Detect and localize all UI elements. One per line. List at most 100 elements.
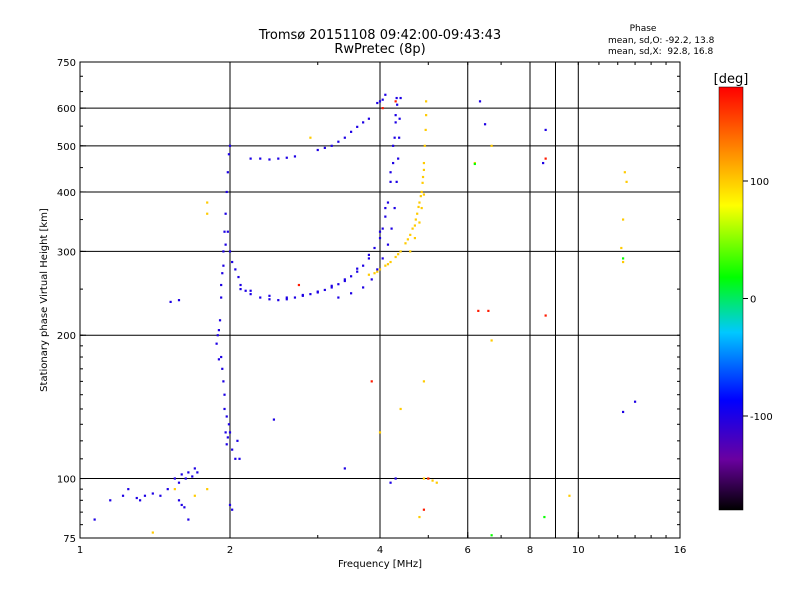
y-tick-label: 300 (57, 247, 76, 258)
echo-point (413, 224, 416, 227)
echo-point (417, 205, 420, 209)
echo-point (395, 96, 398, 100)
echo-point (418, 201, 421, 204)
echo-point (223, 230, 226, 233)
echo-point (414, 218, 417, 221)
echo-point (543, 515, 546, 519)
phase-heading: Phase (630, 24, 657, 34)
echo-point (220, 296, 223, 299)
echo-point (121, 494, 125, 497)
echo-point (206, 488, 209, 491)
x-axis-ticks: 1 2 4 6 8 10 16 (77, 62, 686, 556)
echo-point (544, 128, 547, 132)
echo-point (236, 439, 239, 442)
echo-point (483, 123, 487, 126)
echo-point (422, 380, 426, 383)
colorbar-tick-label: -100 (750, 412, 773, 423)
x-tick-label: 2 (227, 545, 233, 556)
y-tick-label: 75 (63, 534, 76, 545)
echo-point (166, 488, 169, 491)
echo-point (193, 467, 196, 470)
echo-point (268, 158, 271, 161)
echo-point (381, 107, 384, 110)
x-tick-label: 6 (465, 545, 471, 556)
echo-point (393, 206, 396, 210)
echo-point (621, 260, 625, 264)
echo-point (404, 242, 407, 245)
echo-point (237, 275, 240, 279)
echo-point (206, 201, 209, 204)
echo-point (196, 471, 199, 474)
echo-point (221, 272, 224, 275)
echo-point (392, 161, 395, 165)
echo-point (239, 283, 242, 287)
echo-point (392, 144, 395, 147)
echo-point (259, 157, 262, 160)
echo-point (376, 270, 379, 273)
x-tick-label: 1 (77, 545, 83, 556)
echo-point (381, 227, 384, 230)
echo-point (220, 355, 223, 359)
echo-point (187, 471, 190, 474)
echo-point (277, 157, 280, 160)
echo-point (337, 283, 340, 286)
echo-point (384, 206, 387, 210)
echo-point (621, 257, 625, 260)
echo-point (362, 264, 365, 267)
echo-point (183, 506, 186, 509)
echo-point (384, 93, 387, 96)
echo-point (386, 201, 390, 204)
echo-point (424, 128, 427, 132)
echo-point (623, 171, 626, 174)
echo-point (398, 136, 401, 139)
echo-point (427, 477, 430, 480)
echo-point (473, 162, 476, 166)
echo-point (330, 286, 333, 289)
echo-point (542, 161, 545, 165)
echo-point (206, 212, 209, 215)
colorbar-ticks: 100 0 -100 (743, 177, 773, 423)
y-tick-label: 600 (57, 104, 76, 115)
echo-point (490, 534, 493, 537)
y-tick-label: 750 (57, 58, 76, 69)
echo-point (478, 100, 482, 103)
echo-point (330, 144, 333, 147)
chart-title: Tromsø 20151108 09:42:00-09:43:43 (258, 28, 501, 43)
echo-point (173, 477, 176, 480)
echo-point (367, 257, 370, 260)
echo-point (159, 494, 162, 497)
echo-point (394, 121, 397, 124)
echo-point (225, 190, 228, 194)
echo-point (394, 255, 397, 259)
echo-point (228, 431, 232, 434)
echo-point (487, 309, 490, 312)
echo-point (398, 117, 401, 120)
echo-point (217, 358, 220, 361)
echo-point (620, 246, 623, 250)
echo-point (224, 431, 227, 434)
echo-point (394, 477, 397, 480)
echo-point (215, 342, 218, 345)
echo-point (177, 499, 181, 502)
echo-point (268, 298, 271, 301)
echo-point (135, 496, 138, 500)
echo-point (435, 481, 438, 484)
echo-point (231, 448, 234, 451)
y-tick-label: 500 (57, 142, 76, 153)
echo-point (378, 100, 382, 103)
echo-point (477, 309, 480, 312)
echo-point (184, 477, 187, 480)
chart-subtitle: RwPretec (8p) (334, 42, 425, 57)
echo-point (384, 264, 387, 267)
echo-point (568, 494, 571, 497)
echo-point (224, 212, 227, 215)
echo-point (285, 296, 288, 299)
echo-point (309, 293, 312, 296)
echo-point (187, 518, 190, 521)
echo-point (309, 136, 312, 139)
echo-point (231, 508, 234, 511)
echo-point (378, 236, 382, 240)
echo-point (177, 481, 181, 484)
echo-point (343, 467, 346, 470)
